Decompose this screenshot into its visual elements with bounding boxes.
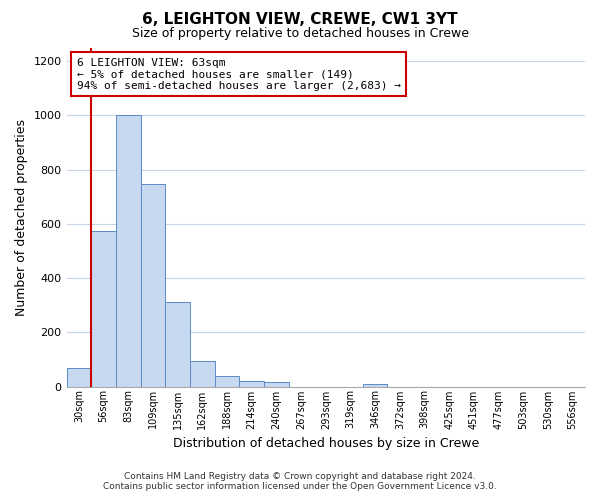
Bar: [239, 381, 264, 386]
Bar: [116, 116, 140, 386]
Bar: [215, 376, 239, 386]
Bar: [165, 302, 190, 386]
Bar: [190, 360, 215, 386]
Bar: [264, 382, 289, 386]
Text: Size of property relative to detached houses in Crewe: Size of property relative to detached ho…: [131, 28, 469, 40]
Bar: [91, 230, 116, 386]
Text: 6, LEIGHTON VIEW, CREWE, CW1 3YT: 6, LEIGHTON VIEW, CREWE, CW1 3YT: [142, 12, 458, 28]
Bar: [363, 384, 388, 386]
Bar: [140, 184, 165, 386]
X-axis label: Distribution of detached houses by size in Crewe: Distribution of detached houses by size …: [173, 437, 479, 450]
Text: 6 LEIGHTON VIEW: 63sqm
← 5% of detached houses are smaller (149)
94% of semi-det: 6 LEIGHTON VIEW: 63sqm ← 5% of detached …: [77, 58, 401, 91]
Text: Contains HM Land Registry data © Crown copyright and database right 2024.
Contai: Contains HM Land Registry data © Crown c…: [103, 472, 497, 491]
Y-axis label: Number of detached properties: Number of detached properties: [15, 118, 28, 316]
Bar: [67, 368, 91, 386]
